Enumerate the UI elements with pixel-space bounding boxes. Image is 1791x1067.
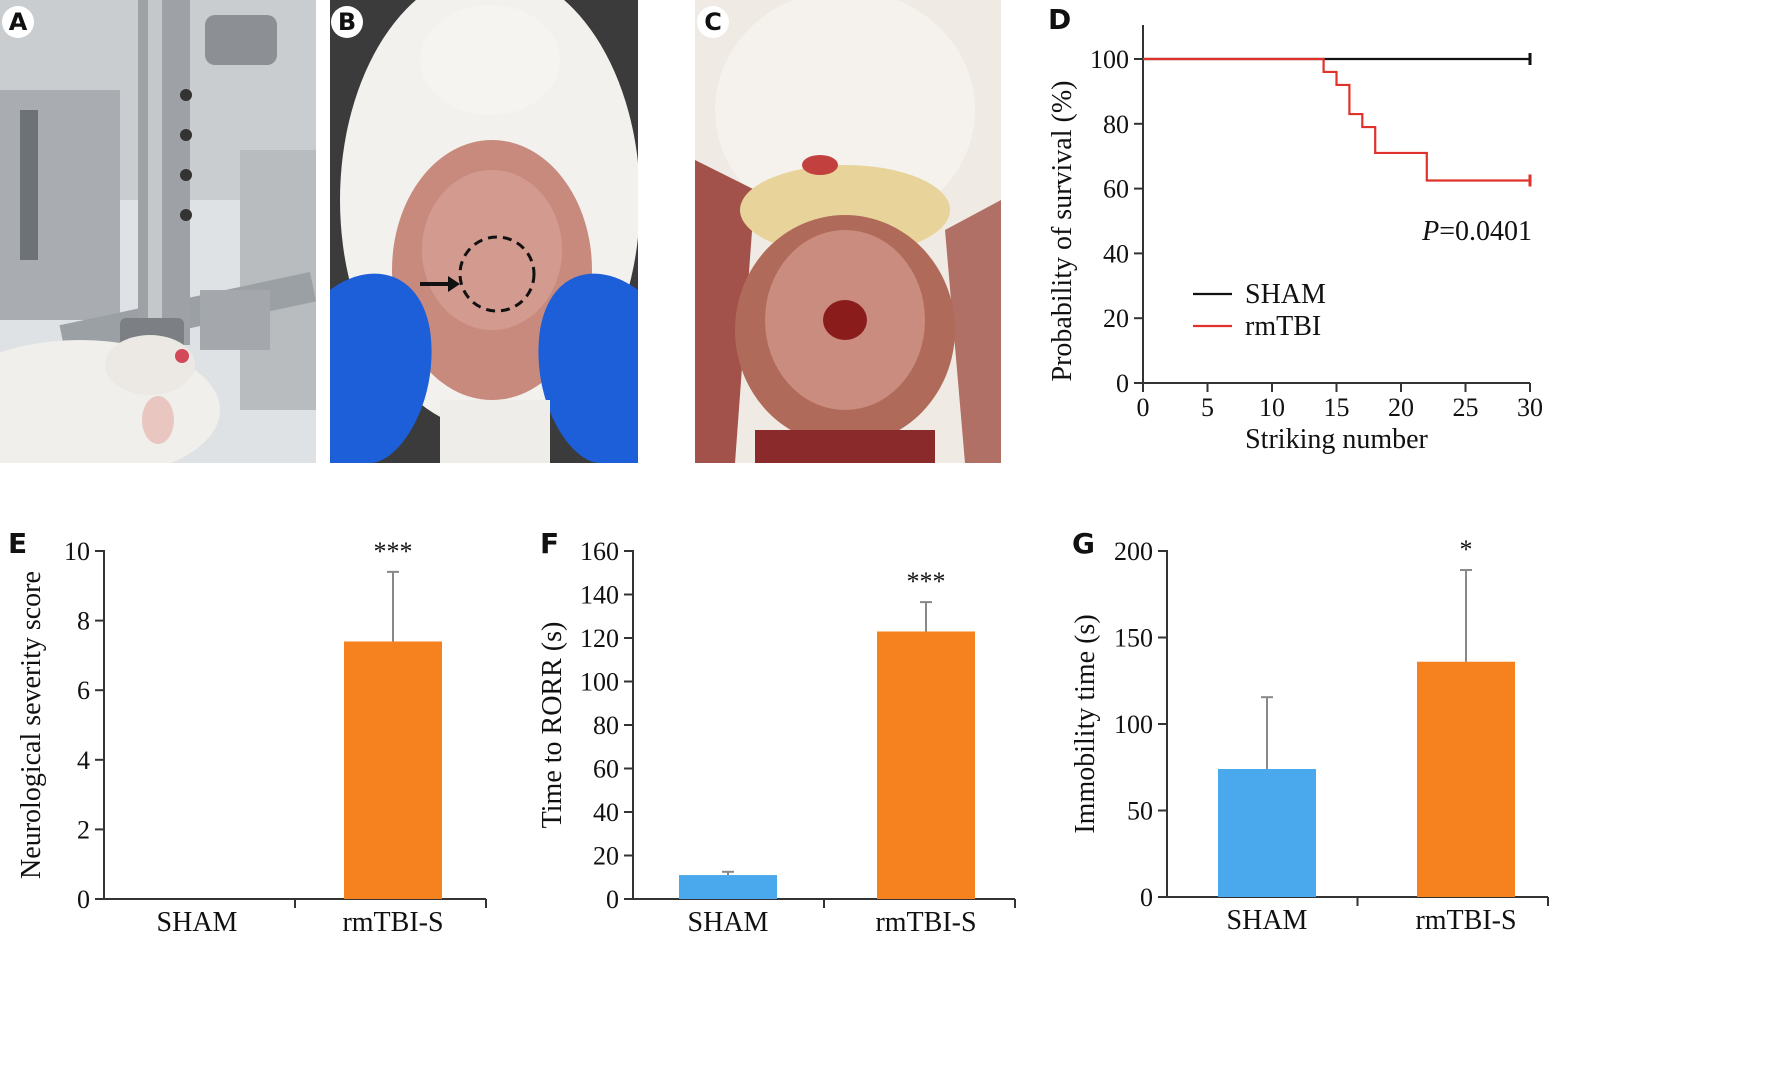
y-axis-label-g: Immobility time (s) [1070,614,1101,833]
x-tick-label-d: 5 [1201,393,1214,422]
y-tick-label-g: 0 [1140,883,1153,912]
y-tick-label-f: 140 [580,581,619,610]
y-tick-label-g: 100 [1114,710,1153,739]
y-tick-label-f: 80 [593,711,619,740]
y-tick-label-d: 60 [1103,175,1129,204]
p-value-prefix: P [1421,216,1439,247]
y-tick-label-g: 200 [1114,537,1153,566]
panel-letter-g: G [1072,527,1095,560]
y-tick-label-e: 10 [64,537,90,566]
photo-b-mouse-scalp [330,0,638,463]
y-tick-label-d: 20 [1103,304,1129,333]
x-tick-label-d: 30 [1517,393,1543,422]
y-axis-label-d: Probability of survival (%) [1047,81,1078,382]
category-label-f: SHAM [688,907,769,938]
bar-g-sham [1218,768,1316,897]
legend-label-sham: SHAM [1245,279,1326,310]
significance-marker-f: *** [907,567,946,596]
x-tick-label-d: 25 [1453,393,1479,422]
category-label-g: rmTBI-S [1415,905,1516,936]
legend-label-rmtbi: rmTBI [1245,311,1321,342]
y-tick-label-e: 2 [77,815,90,844]
p-value-annotation: P=0.0401 [1421,216,1532,247]
survival-line-rmtbi [1143,57,1530,182]
x-axis-label-d: Striking number [1245,424,1428,455]
panel-letter-e: E [8,527,28,560]
significance-marker-e: *** [374,537,413,566]
photo-a-impact-device [0,0,316,463]
panel-letter-a: A [2,6,34,38]
panel-letter-d: D [1048,3,1072,36]
significance-marker-g: * [1460,535,1473,564]
category-label-g: SHAM [1227,905,1308,936]
y-tick-label-f: 100 [580,668,619,697]
category-label-e: SHAM [157,907,238,938]
y-tick-label-f: 60 [593,755,619,784]
category-label-e: rmTBI-S [342,907,443,938]
bar-f-rmtbi [877,631,975,899]
y-tick-label-f: 120 [580,624,619,653]
x-tick-label-d: 0 [1137,393,1150,422]
y-axis-label-f: Time to RORR (s) [537,622,568,829]
panel-letter-f: F [540,527,560,560]
x-tick-label-d: 15 [1324,393,1350,422]
panel-letter-b: B [331,6,363,38]
y-tick-label-g: 150 [1114,624,1153,653]
y-tick-label-d: 0 [1116,369,1129,398]
y-tick-label-d: 40 [1103,239,1129,268]
x-tick-label-d: 10 [1259,393,1285,422]
y-tick-label-f: 40 [593,798,619,827]
y-tick-label-e: 4 [77,746,90,775]
bar-g-rmtbi [1417,661,1515,897]
photo-c-exposed-skull [695,0,1001,463]
y-axis-label-e: Neurological severity score [16,571,47,879]
bar-e-rmtbi [344,641,442,899]
x-tick-label-d: 20 [1388,393,1414,422]
y-tick-label-e: 8 [77,607,90,636]
y-tick-label-f: 160 [580,537,619,566]
y-tick-label-d: 80 [1103,110,1129,139]
y-tick-label-g: 50 [1127,797,1153,826]
y-tick-label-f: 0 [606,885,619,914]
panel-letter-c: C [697,6,729,38]
bar-f-sham [679,875,777,899]
p-value-text: =0.0401 [1439,216,1532,247]
y-tick-label-e: 6 [77,676,90,705]
category-label-f: rmTBI-S [875,907,976,938]
y-tick-label-d: 100 [1090,45,1129,74]
y-tick-label-e: 0 [77,885,90,914]
y-tick-label-f: 20 [593,842,619,871]
